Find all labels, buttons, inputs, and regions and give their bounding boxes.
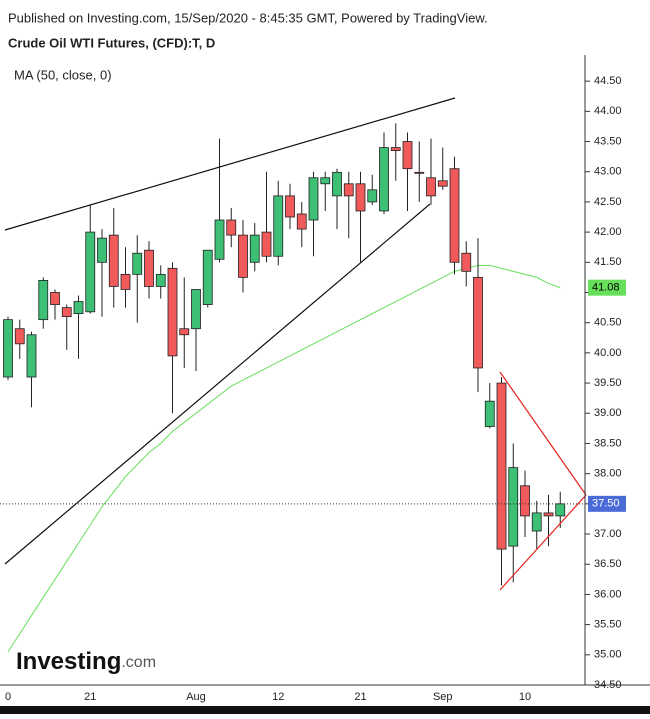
- trendline: [499, 494, 587, 591]
- candle-body: [167, 267, 178, 357]
- candle-body: [38, 280, 49, 321]
- legend-entry: MA (50, close, 0): [14, 67, 112, 82]
- candle-body: [120, 273, 131, 290]
- y-tick-label: 44.00: [594, 105, 622, 117]
- candle-body: [332, 171, 342, 197]
- candle-body: [367, 189, 378, 203]
- candle-body: [531, 512, 542, 532]
- y-tick-label: 38.50: [594, 437, 622, 449]
- x-tick-label: 10: [519, 691, 531, 703]
- candle-body: [426, 177, 436, 197]
- candle-body: [273, 195, 284, 257]
- plot-area: 34.5035.0035.5036.0036.5037.0037.5038.00…: [0, 75, 622, 703]
- candle-body: [543, 512, 554, 517]
- x-tick-label: 12: [272, 691, 284, 703]
- candle-body: [50, 292, 60, 305]
- candle-body: [390, 147, 401, 151]
- candle-body: [26, 334, 37, 378]
- candle-body: [202, 249, 213, 305]
- candle-body: [296, 213, 307, 230]
- y-tick-label: 36.50: [594, 558, 622, 570]
- candle-body: [214, 219, 225, 260]
- candle-body: [73, 301, 84, 315]
- candle-body: [132, 252, 143, 275]
- candle-body: [473, 276, 483, 369]
- candle-body: [144, 249, 154, 287]
- candle-body: [155, 273, 166, 287]
- candle-body: [414, 171, 425, 174]
- x-tick-label: 21: [354, 691, 366, 703]
- y-tick-label: 43.00: [594, 166, 622, 178]
- candle-body: [402, 141, 413, 170]
- x-tick-label: Sep: [433, 691, 453, 703]
- candle-body: [461, 252, 472, 272]
- candle-body: [179, 328, 190, 336]
- candle-body: [108, 234, 119, 287]
- candle-body: [97, 237, 107, 263]
- y-tick-label: 43.50: [594, 135, 622, 147]
- trendline: [4, 203, 431, 565]
- candle-body: [308, 177, 319, 221]
- candle-body: [555, 503, 566, 517]
- candle-body: [484, 400, 495, 427]
- y-tick-label: 40.00: [594, 347, 622, 359]
- candle-body: [238, 234, 248, 278]
- candle-body: [61, 307, 72, 318]
- trendline: [499, 371, 587, 496]
- candle-body: [508, 467, 519, 547]
- price-label: 41.08: [592, 282, 620, 294]
- bottom-bar: [0, 706, 650, 714]
- candle-body: [355, 183, 366, 212]
- y-tick-label: 39.50: [594, 377, 622, 389]
- watermark: Investing.com: [16, 648, 156, 675]
- header: Published on Investing.com, 15/Sep/2020 …: [8, 10, 488, 25]
- candle-body: [379, 147, 389, 212]
- candle-body: [437, 180, 448, 187]
- y-tick-label: 37.00: [594, 528, 622, 540]
- price-label-box: [588, 495, 626, 512]
- candle-body: [285, 195, 295, 218]
- y-tick-label: 39.00: [594, 407, 622, 419]
- y-tick-label: 42.50: [594, 196, 622, 208]
- y-tick-label: 44.50: [594, 75, 622, 87]
- y-tick-label: 35.00: [594, 649, 622, 661]
- price-label: 37.50: [592, 498, 620, 510]
- x-tick-label: 0: [5, 691, 11, 703]
- candle-body: [226, 219, 237, 236]
- y-tick-label: 41.50: [594, 256, 622, 268]
- candle-body: [191, 289, 201, 330]
- price-label-box: [588, 279, 626, 296]
- chart-title: Crude Oil WTI Futures, (CFD):T, D: [8, 35, 215, 50]
- y-tick-label: 40.50: [594, 317, 622, 329]
- candle-body: [320, 177, 331, 185]
- candle-body: [85, 231, 96, 313]
- candle-body: [14, 328, 25, 345]
- x-tick-label: Aug: [186, 691, 206, 703]
- candle-body: [496, 382, 507, 550]
- x-tick-label: 21: [84, 691, 96, 703]
- y-tick-label: 35.50: [594, 619, 622, 631]
- y-tick-label: 42.00: [594, 226, 622, 238]
- candle-body: [520, 485, 530, 517]
- candle-body: [249, 234, 260, 263]
- trendline: [4, 97, 456, 231]
- candle-body: [3, 319, 13, 378]
- y-tick-label: 38.00: [594, 468, 622, 480]
- candle-body: [449, 168, 460, 263]
- candle-body: [261, 231, 272, 257]
- candle-body: [343, 183, 354, 197]
- y-tick-label: 36.00: [594, 588, 622, 600]
